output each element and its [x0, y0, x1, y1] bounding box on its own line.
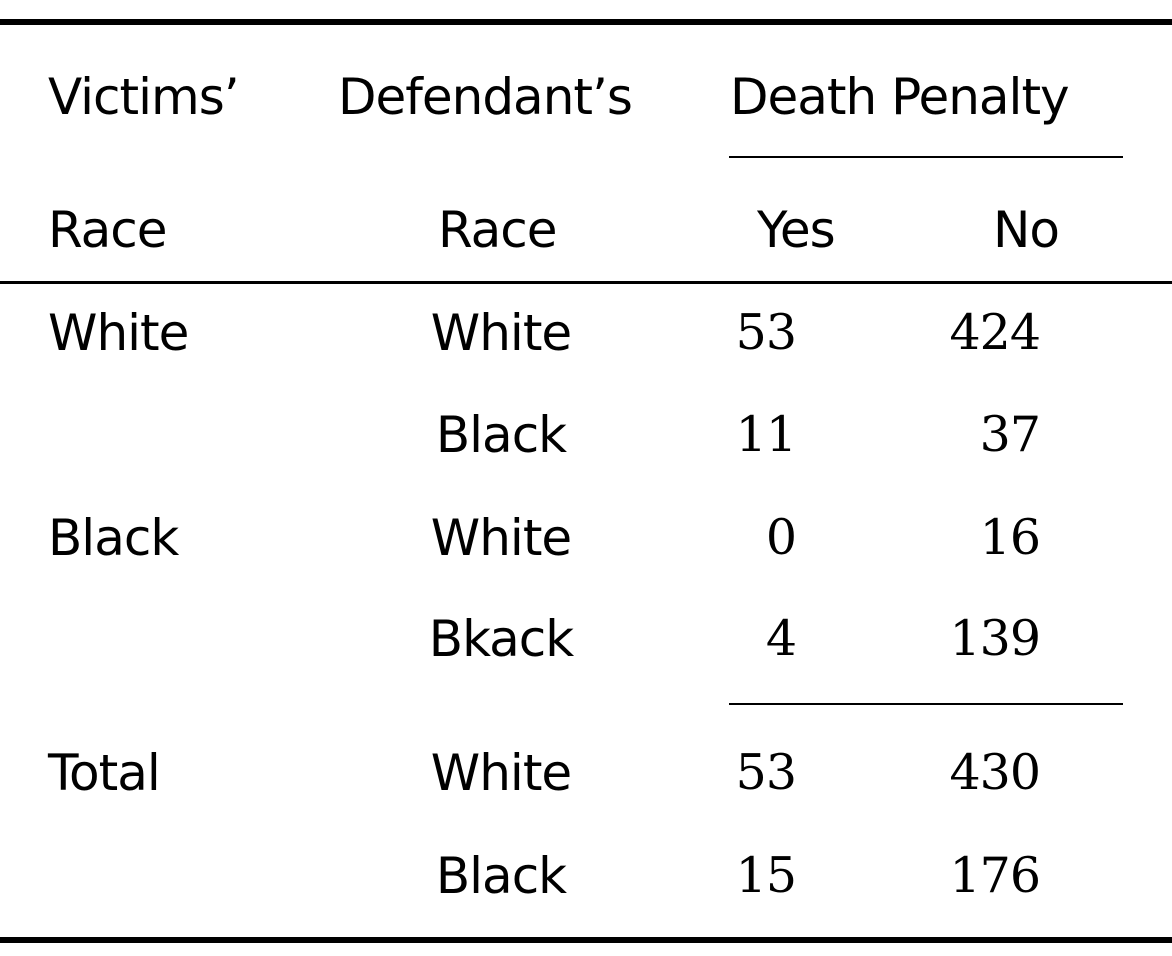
- total-no-count: 176: [949, 847, 1041, 904]
- header-victims: Victims’: [48, 68, 240, 126]
- row-defendant-race: Black: [435, 406, 567, 464]
- row-defendant-race: Bkack: [428, 610, 574, 668]
- header-defendants-race: Race: [438, 201, 558, 259]
- row-defendant-race: White: [430, 304, 572, 362]
- row-yes-count: 4: [765, 610, 797, 667]
- total-yes-count: 15: [735, 847, 797, 904]
- row-yes-count: 0: [765, 509, 797, 566]
- header-victims-race: Race: [48, 201, 168, 259]
- row-no-count: 16: [979, 509, 1041, 566]
- total-yes-count: 53: [735, 744, 797, 801]
- total-no-count: 430: [949, 744, 1041, 801]
- row-yes-count: 11: [735, 406, 797, 463]
- total-label: Total: [48, 744, 161, 802]
- header-death-penalty: Death Penalty: [730, 68, 1070, 126]
- header-no: No: [993, 201, 1060, 259]
- row-no-count: 424: [949, 304, 1041, 361]
- row-no-count: 37: [979, 406, 1041, 463]
- total-defendant-race: White: [430, 744, 572, 802]
- row-defendant-race: White: [430, 509, 572, 567]
- row-yes-count: 53: [735, 304, 797, 361]
- header-defendants: Defendant’s: [338, 68, 633, 126]
- death-penalty-underline: [729, 156, 1123, 158]
- row-victim-race: Black: [48, 509, 179, 567]
- header-rule: [0, 281, 1172, 284]
- subtotal-rule: [729, 703, 1123, 705]
- row-victim-race: White: [48, 304, 189, 362]
- row-no-count: 139: [949, 610, 1041, 667]
- bottom-rule: [0, 937, 1172, 943]
- header-yes: Yes: [757, 201, 836, 259]
- top-rule: [0, 19, 1172, 25]
- total-defendant-race: Black: [435, 847, 567, 905]
